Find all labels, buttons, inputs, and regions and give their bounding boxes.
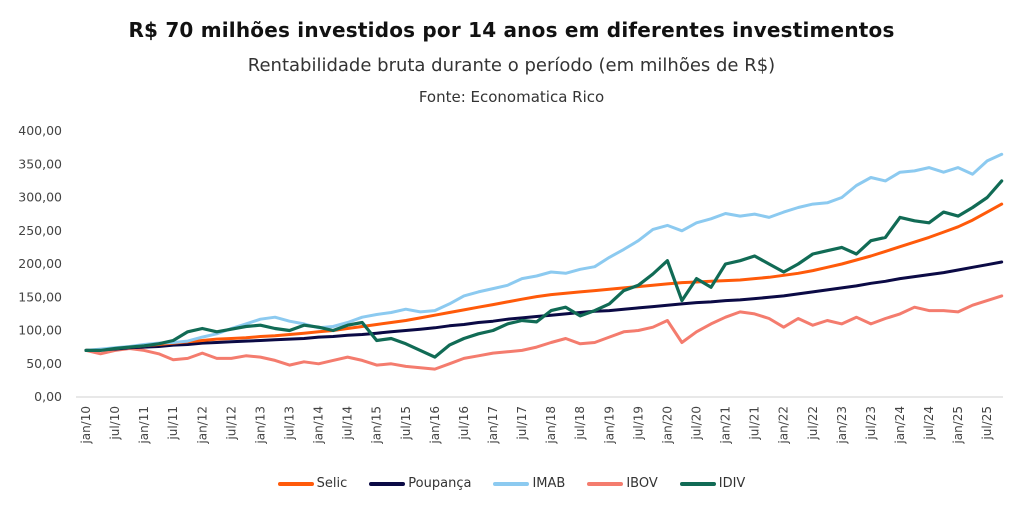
x-tick-label: jul/21	[748, 406, 762, 441]
x-tick-label: jan/23	[835, 406, 849, 445]
y-tick-label: 250,00	[18, 223, 62, 238]
x-tick-label: jan/25	[951, 406, 965, 445]
x-axis: jan/10 jul/10 jan/11 jul/11 jan/12 jul/12 jan/…	[79, 406, 994, 445]
x-tick-label: jan/10	[79, 406, 93, 445]
x-tick-label: jan/16	[428, 406, 442, 445]
x-tick-label: jul/18	[573, 406, 587, 441]
x-tick-label: jul/17	[515, 406, 529, 441]
x-tick-label: jan/17	[486, 406, 500, 445]
legend-label: IDIV	[718, 476, 746, 491]
legend-item-poupanca: Poupança	[369, 476, 471, 491]
x-tick-label: jan/19	[602, 406, 616, 445]
x-tick-label: jul/19	[631, 406, 645, 441]
legend-label: Poupança	[408, 476, 472, 491]
chart-title: R$ 70 milhões investidos por 14 anos em …	[128, 18, 895, 42]
chart-subtitle: Rentabilidade bruta durante o período (e…	[247, 55, 776, 76]
x-tick-label: jan/21	[719, 406, 733, 445]
line-chart: 0,00 50,00 100,00 150,00 200,00 250,00 300,00 3…	[18, 123, 1004, 445]
x-tick-label: jan/11	[137, 406, 151, 445]
legend-swatch	[369, 481, 406, 486]
x-tick-label: jul/23	[864, 406, 878, 441]
x-tick-label: jul/15	[399, 406, 413, 441]
x-tick-label: jul/25	[980, 406, 994, 441]
legend-swatch	[587, 481, 624, 486]
legend-swatch	[679, 481, 716, 486]
x-tick-label: jul/24	[922, 406, 936, 441]
x-tick-label: jul/13	[282, 406, 296, 441]
chart-source: Fonte: Economatica Rico	[418, 88, 605, 106]
series-lines	[84, 152, 1004, 371]
legend-label: IMAB	[532, 476, 566, 491]
legend: Selic Poupança IMAB IBOV IDIV	[0, 476, 1023, 491]
legend-item-selic: Selic	[277, 476, 348, 491]
legend-swatch	[277, 481, 314, 486]
legend-label: Selic	[316, 476, 348, 491]
y-tick-label: 350,00	[18, 156, 62, 171]
legend-item-imab: IMAB	[493, 476, 565, 491]
y-tick-label: 300,00	[18, 190, 62, 205]
y-tick-label: 50,00	[26, 356, 62, 371]
legend-label: IBOV	[626, 476, 658, 491]
y-tick-label: 200,00	[18, 256, 62, 271]
legend-swatch	[493, 481, 530, 486]
x-tick-label: jul/20	[689, 406, 703, 441]
x-tick-label: jul/16	[457, 406, 471, 441]
series-line-idiv	[84, 179, 1004, 359]
series-line-selic	[84, 202, 1004, 352]
x-tick-label: jul/10	[108, 406, 122, 441]
legend-item-ibov: IBOV	[587, 476, 658, 491]
x-tick-label: jul/11	[166, 406, 180, 441]
x-tick-label: jul/22	[806, 406, 820, 441]
x-tick-label: jan/22	[777, 406, 791, 445]
x-tick-label: jan/14	[312, 406, 326, 445]
x-tick-label: jul/14	[341, 406, 355, 441]
y-tick-label: 150,00	[18, 289, 62, 304]
x-tick-label: jul/12	[224, 406, 238, 441]
legend-item-idiv: IDIV	[679, 476, 746, 491]
x-tick-label: jan/13	[253, 406, 267, 445]
x-tick-label: jan/18	[544, 406, 558, 445]
x-tick-label: jan/24	[893, 406, 907, 445]
x-tick-label: jan/12	[195, 406, 209, 445]
y-tick-label: 100,00	[18, 323, 62, 338]
y-axis: 0,00 50,00 100,00 150,00 200,00 250,00 300,00 3…	[18, 123, 62, 404]
series-line-imab	[84, 152, 1004, 352]
y-tick-label: 400,00	[18, 123, 62, 138]
y-tick-label: 0,00	[34, 389, 62, 404]
x-tick-label: jan/15	[370, 406, 384, 445]
x-tick-label: jan/20	[660, 406, 674, 445]
series-line-ibov	[84, 294, 1004, 371]
